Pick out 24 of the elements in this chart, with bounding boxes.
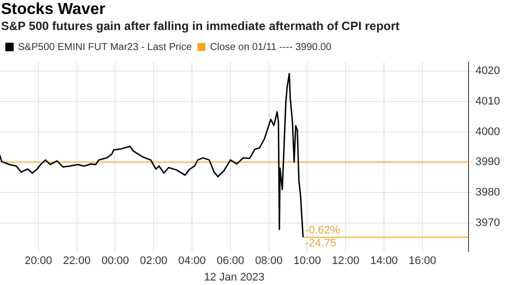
x-tick-label: 10:00 bbox=[293, 255, 321, 268]
x-tick-label: 02:00 bbox=[140, 255, 168, 268]
y-tick-label: 4020 bbox=[476, 65, 500, 78]
annotation: -24.75 bbox=[305, 238, 336, 250]
y-tick-label: 3970 bbox=[476, 216, 500, 229]
x-axis-title: 12 Jan 2023 bbox=[204, 271, 265, 284]
y-tick-label: 3980 bbox=[476, 186, 500, 198]
legend-label: Close on 01/11 ---- 3990.00 bbox=[210, 42, 332, 53]
x-tick-label: 14:00 bbox=[370, 255, 398, 268]
chart-subtitle: S&P 500 futures gain after falling in immediate aftermath of CPI report bbox=[0, 19, 401, 34]
x-tick-label: 04:00 bbox=[178, 255, 206, 268]
annotation: -0.62% bbox=[305, 224, 340, 237]
x-tick-label: 16:00 bbox=[408, 255, 436, 268]
x-tick-label: 12:00 bbox=[332, 255, 360, 268]
y-tick-label: 4010 bbox=[476, 95, 500, 108]
y-tick-label: 4000 bbox=[476, 126, 500, 138]
chart-title: Stocks Waver bbox=[0, 0, 106, 19]
legend-label: S&P500 EMINI FUT Mar23 - Last Price bbox=[18, 42, 192, 53]
x-tick-label: 08:00 bbox=[255, 255, 283, 268]
x-tick-label: 20:00 bbox=[24, 255, 52, 268]
x-tick-label: 00:00 bbox=[101, 255, 129, 268]
x-tick-label: 06:00 bbox=[216, 255, 244, 268]
x-tick-label: 22:00 bbox=[63, 255, 91, 268]
y-tick-label: 3990 bbox=[476, 156, 500, 168]
